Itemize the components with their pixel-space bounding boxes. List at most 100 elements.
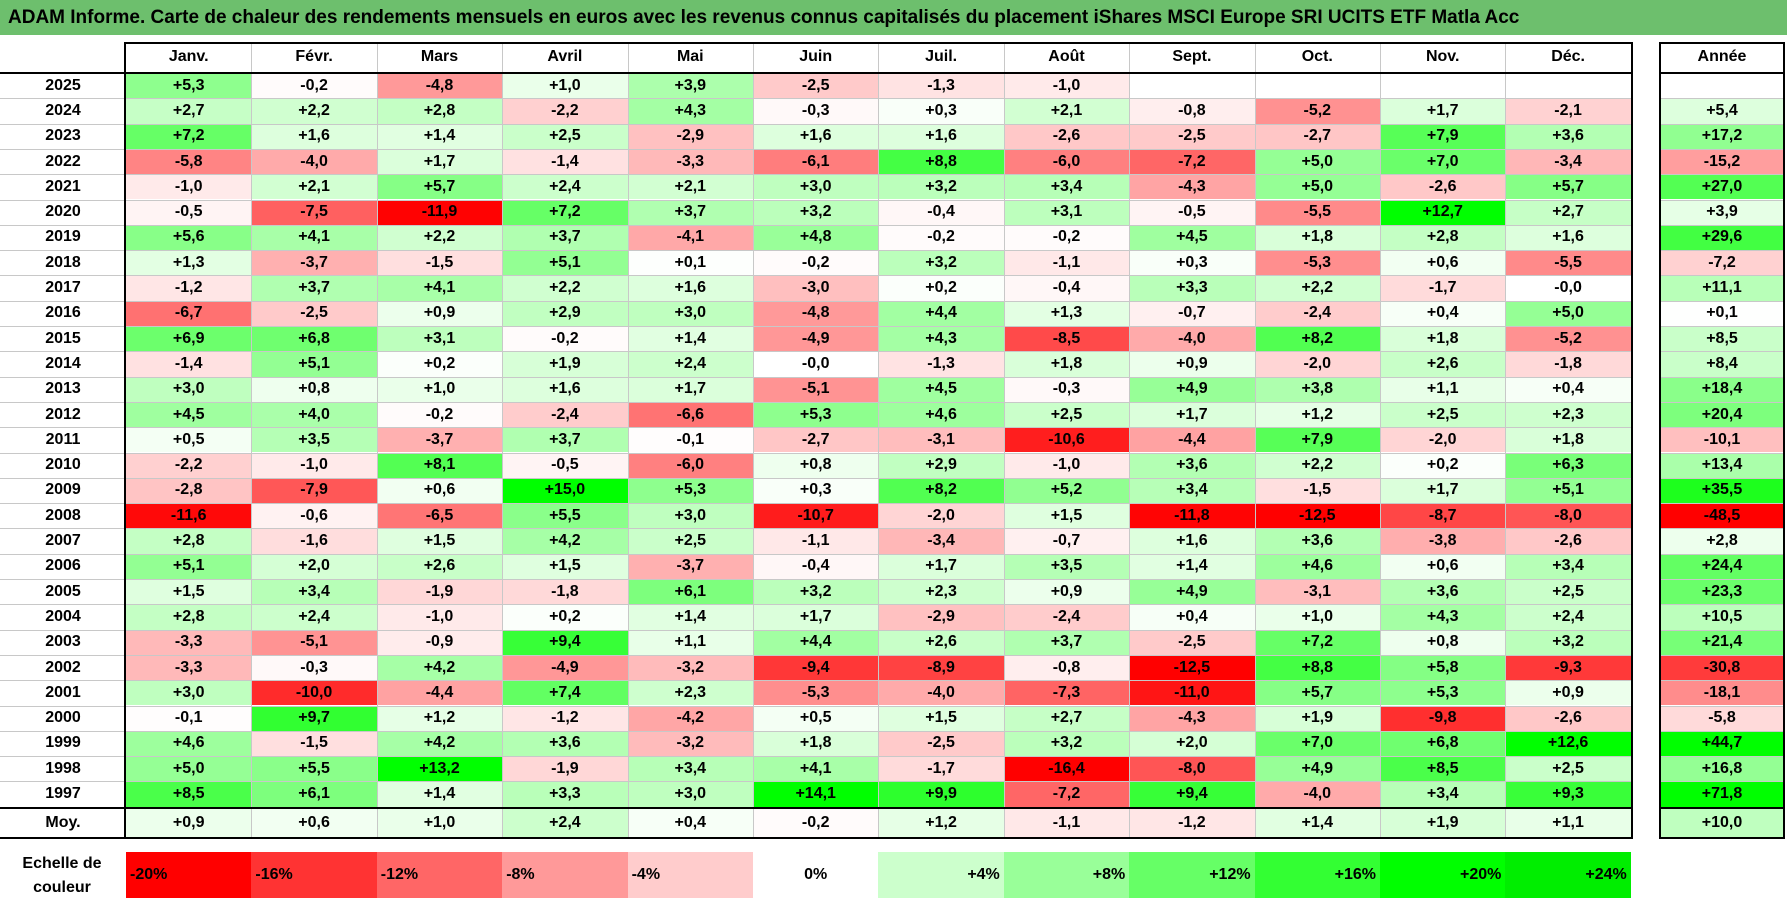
grid-line — [0, 654, 1631, 656]
color-scale-step: +8% — [1003, 852, 1130, 898]
border-line — [0, 806, 1633, 809]
annual-cell: +27,0 — [1659, 174, 1785, 200]
heatmap-cell: +8,8 — [878, 148, 1004, 175]
heatmap-cell: -4,3 — [1129, 705, 1255, 731]
heatmap-cell: +3,2 — [753, 579, 879, 605]
year-label: 2003 — [45, 633, 81, 651]
grid-line — [0, 477, 1631, 479]
heatmap-cell: +0,4 — [1505, 376, 1631, 402]
heatmap-cell: -0,1 — [627, 427, 753, 453]
heatmap-cell: +3,9 — [627, 73, 753, 99]
heatmap-cell: +2,9 — [878, 452, 1004, 478]
heatmap-cell: +3,0 — [126, 680, 252, 706]
heatmap-cell: -5,5 — [1254, 199, 1380, 225]
heatmap-cell: +1,4 — [376, 123, 503, 149]
heatmap-cell: -0,1 — [126, 705, 252, 731]
heatmap-cell: -4,8 — [376, 73, 503, 99]
color-scale-step: -20% — [126, 852, 252, 898]
year-label: 2002 — [45, 658, 81, 676]
heatmap-cell: +0,3 — [753, 477, 879, 504]
heatmap-cell: -2,0 — [1254, 351, 1380, 377]
heatmap-cell: +2,7 — [126, 98, 252, 124]
year-label: 2023 — [45, 127, 81, 145]
heatmap-cell: +15,0 — [502, 477, 628, 504]
year-label: 2004 — [45, 607, 81, 625]
heatmap-cell: +1,1 — [627, 629, 753, 655]
average-cell: -1,1 — [1003, 808, 1130, 837]
heatmap-cell: +3,7 — [627, 199, 753, 225]
grid-line — [1659, 452, 1785, 454]
heatmap-cell: -2,5 — [1129, 629, 1255, 655]
month-header: Juin — [799, 48, 833, 65]
heatmap-cell: +7,2 — [502, 199, 628, 225]
heatmap-cell: +0,2 — [502, 604, 628, 630]
heatmap-cell: +1,7 — [1129, 401, 1255, 428]
heatmap-cell: +1,8 — [1254, 224, 1380, 251]
heatmap-cell: +5,3 — [753, 401, 879, 428]
heatmap-cell: +2,2 — [502, 275, 628, 301]
heatmap-cell: -0,8 — [1003, 654, 1130, 681]
heatmap-cell: +4,0 — [251, 401, 377, 428]
heatmap-cell: +1,6 — [1129, 528, 1255, 554]
annual-cell: -30,8 — [1659, 654, 1785, 681]
year-label: 2011 — [45, 430, 81, 448]
heatmap-cell: +0,6 — [1380, 553, 1506, 579]
heatmap-cell: +4,3 — [627, 98, 753, 124]
heatmap-cell: +5,6 — [126, 224, 252, 251]
heatmap-cell: -3,7 — [376, 427, 503, 453]
heatmap-cell: +1,3 — [126, 250, 252, 276]
annual-cell: +44,7 — [1659, 730, 1785, 757]
heatmap-cell: -7,9 — [251, 477, 377, 504]
heatmap-cell: +2,2 — [376, 224, 503, 251]
heatmap-cell: -1,7 — [878, 756, 1004, 782]
year-label: 2015 — [45, 329, 81, 347]
heatmap-cell: -0,5 — [1129, 199, 1255, 225]
heatmap-cell: -2,5 — [878, 730, 1004, 757]
heatmap-cell: -2,6 — [1003, 123, 1130, 149]
heatmap-cell: +9,4 — [502, 629, 628, 655]
year-label: 2012 — [45, 405, 81, 423]
heatmap-cell: +14,1 — [753, 781, 879, 807]
year-label: 2025 — [45, 76, 81, 94]
heatmap-cell: -5,1 — [251, 629, 377, 655]
heatmap-cell: -0,3 — [1003, 376, 1130, 402]
heatmap-cell: -1,6 — [251, 528, 377, 554]
grid-line — [0, 401, 1631, 403]
heatmap-cell: +5,3 — [1380, 680, 1506, 706]
heatmap-cell: -2,4 — [502, 401, 628, 428]
heatmap-cell: -0,5 — [502, 452, 628, 478]
heatmap-cell: +5,0 — [1254, 148, 1380, 175]
month-header: Déc. — [1551, 48, 1585, 65]
heatmap-cell: -4,4 — [376, 680, 503, 706]
heatmap-cell: +4,4 — [878, 300, 1004, 326]
grid-line — [1659, 98, 1785, 100]
grid-line — [878, 42, 880, 837]
heatmap-cell: -12,5 — [1254, 503, 1380, 529]
heatmap-cell: +2,5 — [502, 123, 628, 149]
heatmap-cell: -0,6 — [251, 503, 377, 529]
border-line — [1783, 42, 1785, 837]
heatmap-cell: -0,5 — [126, 199, 252, 225]
heatmap-cell: -9,8 — [1380, 705, 1506, 731]
heatmap-cell: +2,0 — [1129, 730, 1255, 757]
heatmap-cell: -9,3 — [1505, 654, 1631, 681]
average-cell: +0,4 — [627, 808, 753, 837]
border-line — [1659, 42, 1785, 44]
annual-cell: +35,5 — [1659, 477, 1785, 504]
month-header: Sept. — [1172, 48, 1212, 65]
heatmap-cell: -0,9 — [376, 629, 503, 655]
heatmap-cell: -8,9 — [878, 654, 1004, 681]
heatmap-cell: +3,6 — [502, 730, 628, 757]
heatmap-cell: -1,7 — [1380, 275, 1506, 301]
heatmap-cell: -1,8 — [502, 579, 628, 605]
heatmap-cell: -1,5 — [1254, 477, 1380, 504]
heatmap-cell: +1,7 — [753, 604, 879, 630]
grid-line — [0, 326, 1631, 327]
heatmap-cell: +3,7 — [1003, 629, 1130, 655]
heatmap-cell: +5,1 — [126, 553, 252, 579]
heatmap-cell: +12,7 — [1380, 199, 1506, 225]
heatmap-cell: +6,1 — [251, 781, 377, 807]
heatmap-cell: +1,9 — [502, 351, 628, 377]
heatmap-cell: -12,5 — [1129, 654, 1255, 681]
grid-line — [0, 123, 1631, 125]
